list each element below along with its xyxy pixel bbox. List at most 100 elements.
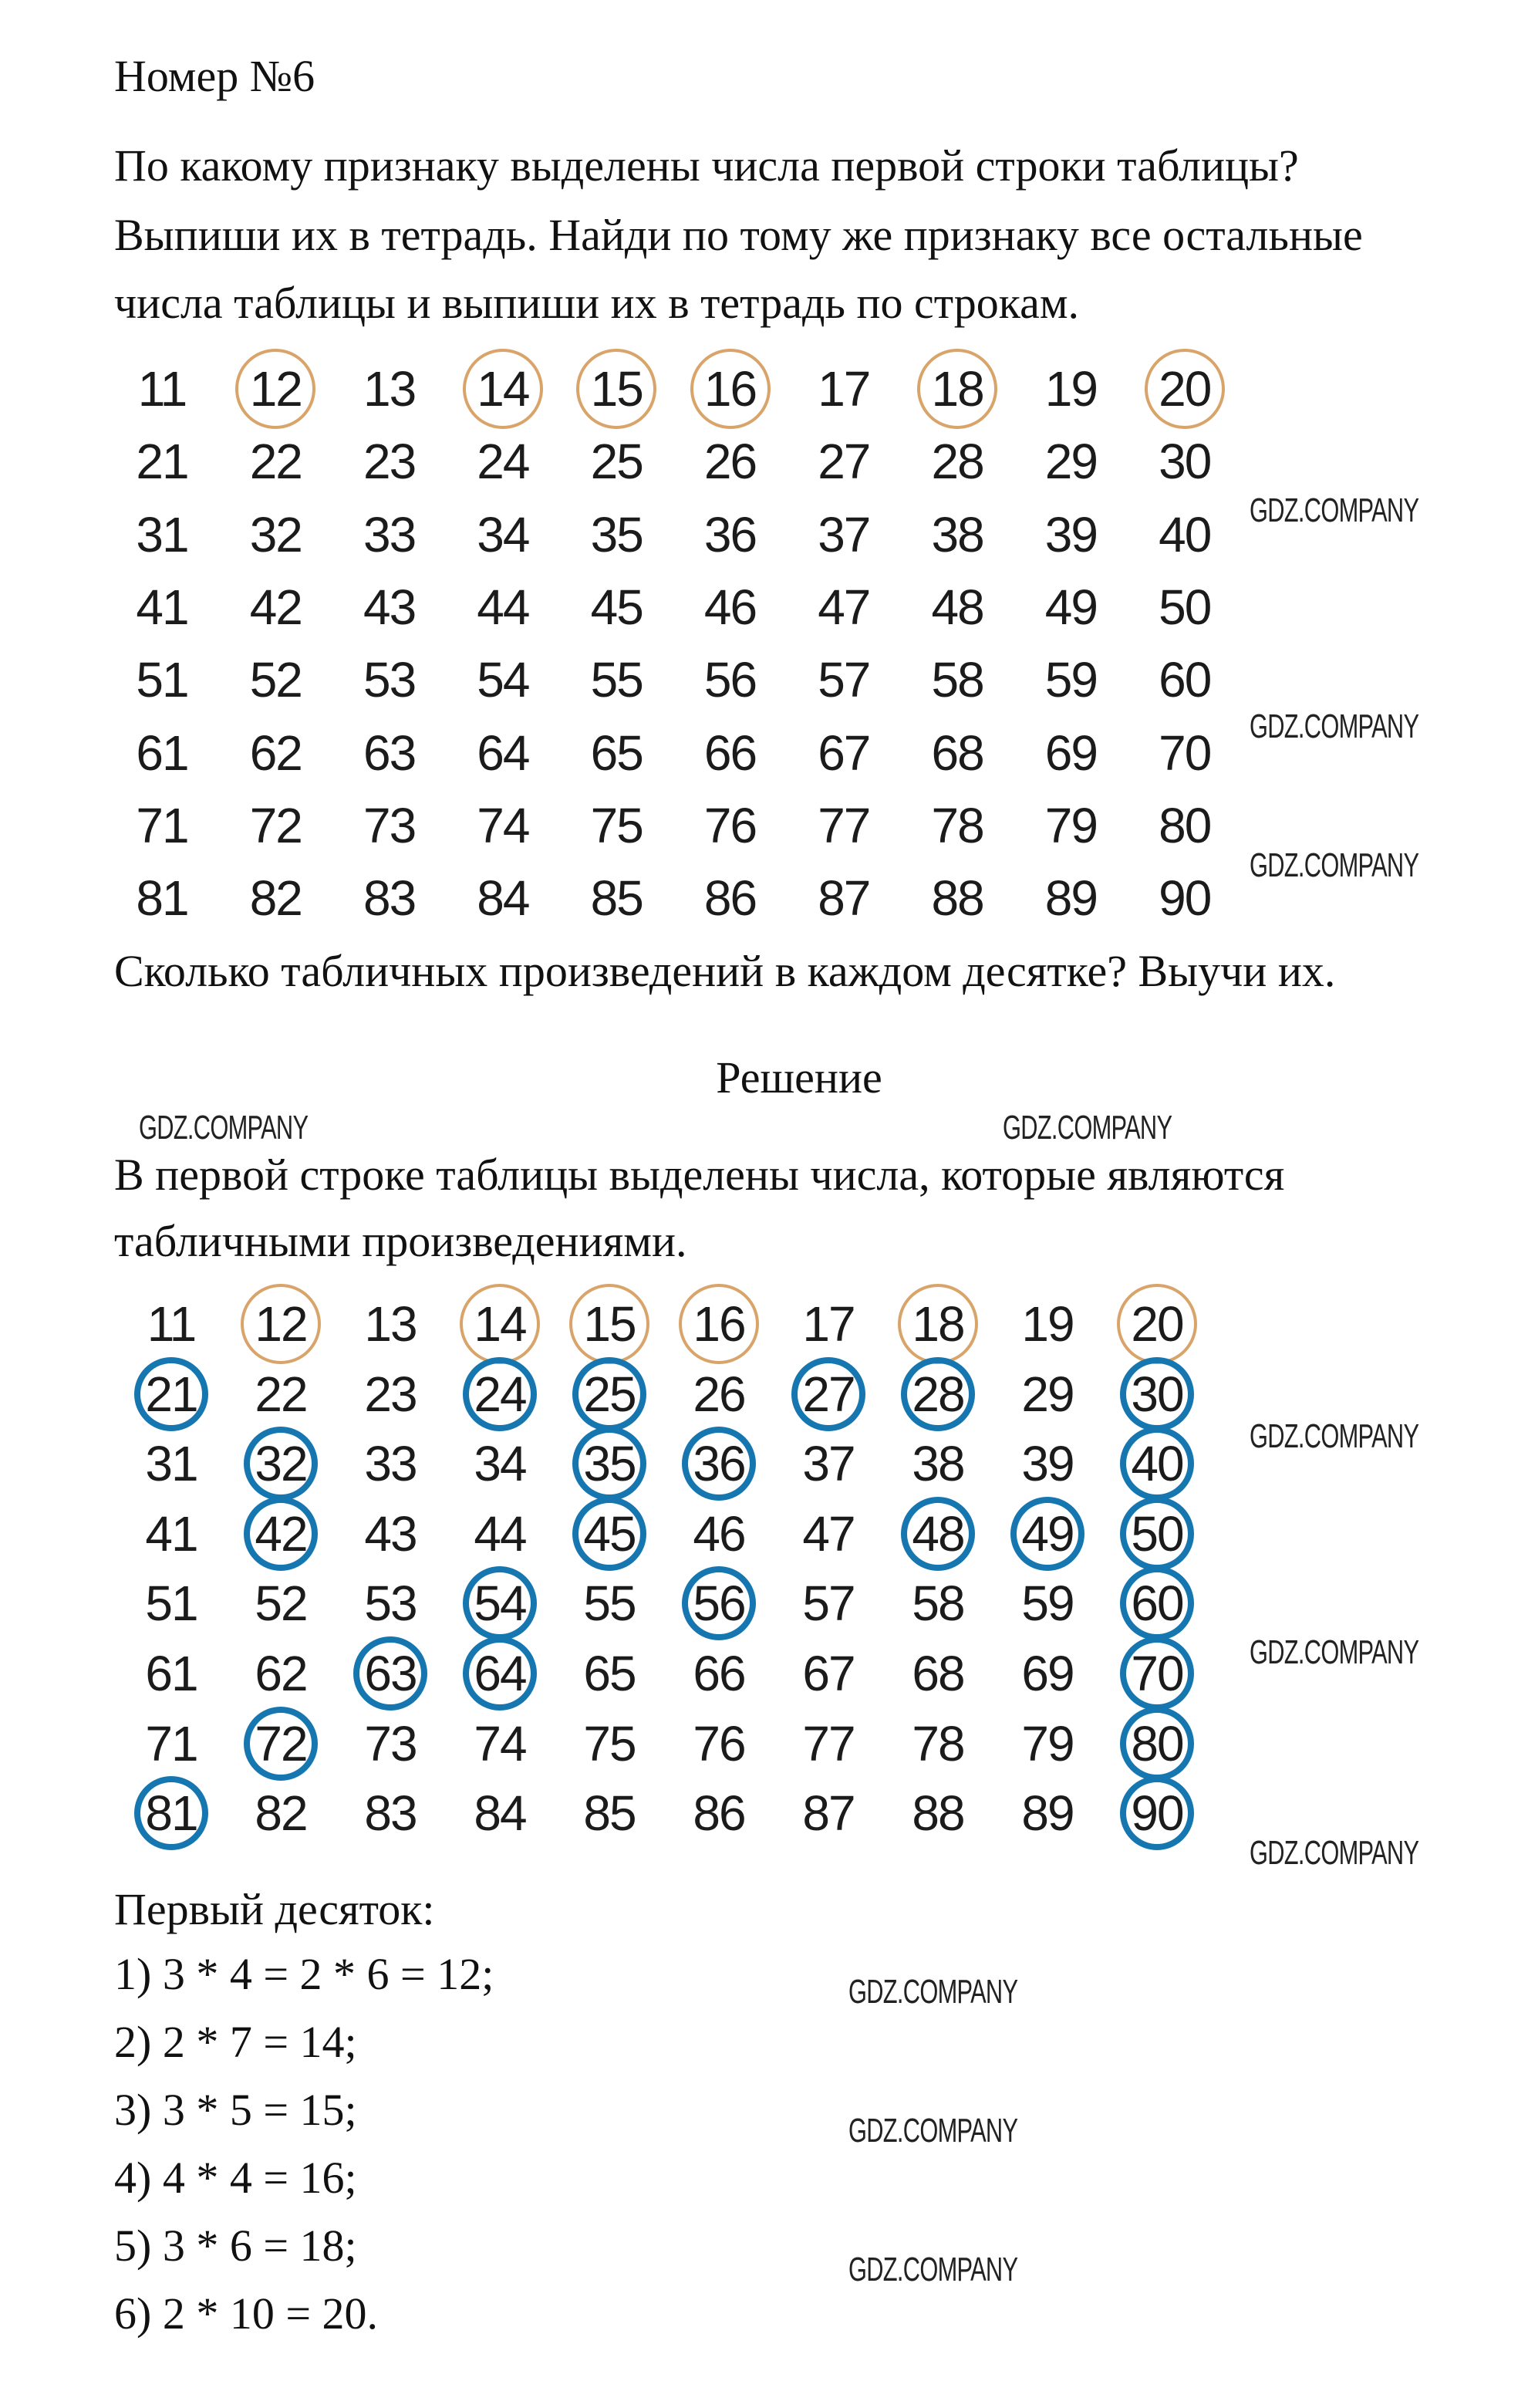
table-number-cell: 33 [363, 506, 417, 562]
table-number-cell: 49 [1021, 1505, 1074, 1562]
table-number-cell: 17 [802, 1296, 855, 1352]
table-number-cell: 59 [1021, 1576, 1074, 1632]
table-number-cell: 26 [703, 434, 757, 490]
table-number-cell: 16 [693, 1296, 746, 1352]
table-number-cell: 18 [912, 1296, 965, 1352]
table-number-cell: 39 [1044, 506, 1098, 562]
table-number-cell: 83 [364, 1785, 417, 1842]
table-number-cell: 58 [912, 1576, 965, 1632]
table-number-cell: 30 [1131, 1366, 1184, 1422]
table-number-cell: 52 [249, 652, 303, 708]
table-number-cell: 30 [1159, 434, 1212, 490]
table-number-cell: 67 [818, 724, 871, 781]
table-number-cell: 53 [363, 652, 417, 708]
table-number-cell: 84 [477, 870, 530, 927]
table-number-cell: 61 [145, 1646, 198, 1701]
table-number-cell: 45 [590, 579, 644, 635]
table-number-cell: 42 [255, 1505, 308, 1562]
table-number-cell: 75 [583, 1715, 636, 1771]
solution-item-4: 4) 4 * 4 = 16; [114, 2153, 357, 2203]
table-number-cell: 86 [693, 1785, 746, 1842]
watermark: GDZ.COMPANY [1250, 491, 1419, 529]
table-number-cell: 14 [474, 1296, 527, 1352]
table-number-cell: 33 [364, 1436, 417, 1492]
table-number-cell: 40 [1131, 1436, 1184, 1492]
table-number-cell: 46 [703, 579, 757, 635]
first-ten-label: Первый десяток: [114, 1884, 435, 1934]
table-number-cell: 15 [590, 361, 644, 417]
table-number-cell: 84 [474, 1785, 527, 1842]
table-number-cell: 24 [477, 434, 530, 490]
table-number-cell: 68 [931, 724, 985, 781]
table-number-cell: 22 [249, 434, 303, 490]
table-number-cell: 12 [249, 361, 303, 417]
table-number-cell: 27 [818, 434, 871, 490]
task-line-1: По какому признаку выделены числа первой… [114, 140, 1299, 191]
table-number-cell: 78 [912, 1715, 965, 1771]
solution-item-3: 3) 3 * 5 = 15; [114, 2085, 357, 2135]
solution-line-2: табличными произведениями. [114, 1216, 687, 1266]
problem-title: Номер №6 [114, 51, 315, 101]
table-number-cell: 19 [1021, 1296, 1074, 1352]
task-line-2: Выпиши их в тетрадь. Найди по тому же пр… [114, 210, 1363, 260]
table-number-cell: 52 [255, 1576, 308, 1632]
table-number-cell: 16 [703, 361, 757, 417]
table-number-cell: 26 [693, 1366, 746, 1422]
table-number-cell: 53 [364, 1576, 417, 1632]
table-number-cell: 55 [583, 1576, 636, 1632]
table-number-cell: 44 [474, 1505, 527, 1562]
table-number-cell: 41 [145, 1505, 198, 1562]
table-number-cell: 55 [590, 652, 644, 708]
table-number-cell: 21 [136, 434, 189, 490]
table-number-cell: 12 [255, 1296, 308, 1352]
table-number-cell: 28 [912, 1366, 965, 1422]
table-number-cell: 47 [818, 579, 871, 635]
table-number-cell: 14 [477, 361, 530, 417]
solution-item-5: 5) 3 * 6 = 18; [114, 2221, 357, 2271]
table-number-cell: 71 [136, 797, 189, 853]
watermark: GDZ.COMPANY [848, 1973, 1018, 2011]
table-number-cell: 60 [1131, 1576, 1184, 1632]
solution-item-1: 1) 3 * 4 = 2 * 6 = 12; [114, 1949, 494, 1999]
table-number-cell: 69 [1021, 1646, 1074, 1701]
table-number-cell: 85 [583, 1785, 636, 1842]
table-number-cell: 59 [1044, 652, 1098, 708]
table-number-cell: 39 [1021, 1436, 1074, 1492]
table-number-cell: 63 [363, 724, 417, 781]
table-number-cell: 28 [931, 434, 985, 490]
table-number-cell: 20 [1159, 361, 1212, 417]
table-number-cell: 49 [1044, 579, 1098, 635]
watermark: GDZ.COMPANY [139, 1109, 309, 1147]
table-number-cell: 50 [1131, 1505, 1184, 1562]
table-number-cell: 62 [255, 1646, 308, 1701]
table-number-cell: 56 [703, 652, 757, 708]
table-number-cell: 56 [693, 1576, 746, 1632]
table-number-cell: 11 [147, 1296, 197, 1352]
table-number-cell: 90 [1131, 1785, 1184, 1842]
table-number-cell: 79 [1044, 797, 1098, 853]
table-number-cell: 60 [1159, 652, 1212, 708]
table-number-cell: 36 [703, 506, 757, 562]
table-number-cell: 74 [474, 1715, 527, 1771]
table-number-cell: 57 [802, 1576, 855, 1632]
table-number-cell: 22 [255, 1366, 308, 1422]
table-number-cell: 78 [931, 797, 985, 853]
table-number-cell: 71 [145, 1715, 198, 1771]
table-number-cell: 35 [590, 506, 644, 562]
table-number-cell: 82 [255, 1785, 308, 1842]
table-number-cell: 32 [255, 1436, 308, 1492]
table-number-cell: 43 [364, 1505, 417, 1562]
watermark: GDZ.COMPANY [1250, 708, 1419, 745]
table-number-cell: 76 [703, 797, 757, 853]
table-number-cell: 11 [137, 361, 187, 417]
table-number-cell: 80 [1159, 797, 1212, 853]
table-number-cell: 57 [818, 652, 871, 708]
table-number-cell: 61 [136, 724, 189, 781]
table-number-cell: 72 [249, 797, 303, 853]
table-number-cell: 74 [477, 797, 530, 853]
table-number-cell: 73 [364, 1715, 417, 1771]
table-number-cell: 29 [1044, 434, 1098, 490]
table-number-cell: 69 [1044, 724, 1098, 781]
table-number-cell: 23 [363, 434, 417, 490]
table-number-cell: 18 [931, 361, 985, 417]
